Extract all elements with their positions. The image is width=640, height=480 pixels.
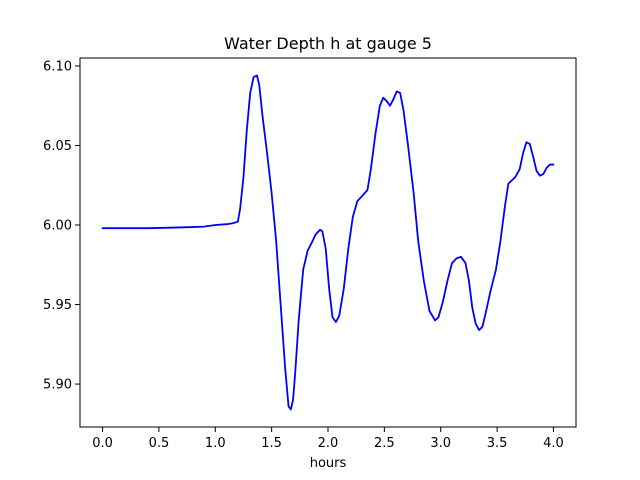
x-tick-label: 0.0 [92,436,113,451]
x-tick-label: 4.0 [543,436,564,451]
x-tick-label: 1.0 [205,436,226,451]
x-axis-label: hours [310,456,347,471]
y-tick-label: 5.95 [43,298,72,313]
x-tick-label: 1.5 [261,436,282,451]
series-line-0 [101,74,555,411]
y-tick-label: 5.90 [43,378,72,393]
plot-layer [101,74,555,411]
y-tick-label: 6.05 [43,139,72,154]
y-tick-label: 6.10 [43,59,72,74]
axes-layer: 0.0 0.5 1.0 1.5 2.0 2.5 3.0 3.5 4.0 5.90 5.95 6.00 6… [43,57,577,451]
x-tick-label: 2.5 [374,436,395,451]
y-tick-label: 6.00 [43,219,72,234]
x-tick-label: 0.5 [149,436,170,451]
chart-title: Water Depth h at gauge 5 [224,34,432,53]
x-tick-label: 3.0 [430,436,451,451]
x-tick-label: 2.0 [318,436,339,451]
x-tick-label: 3.5 [487,436,508,451]
